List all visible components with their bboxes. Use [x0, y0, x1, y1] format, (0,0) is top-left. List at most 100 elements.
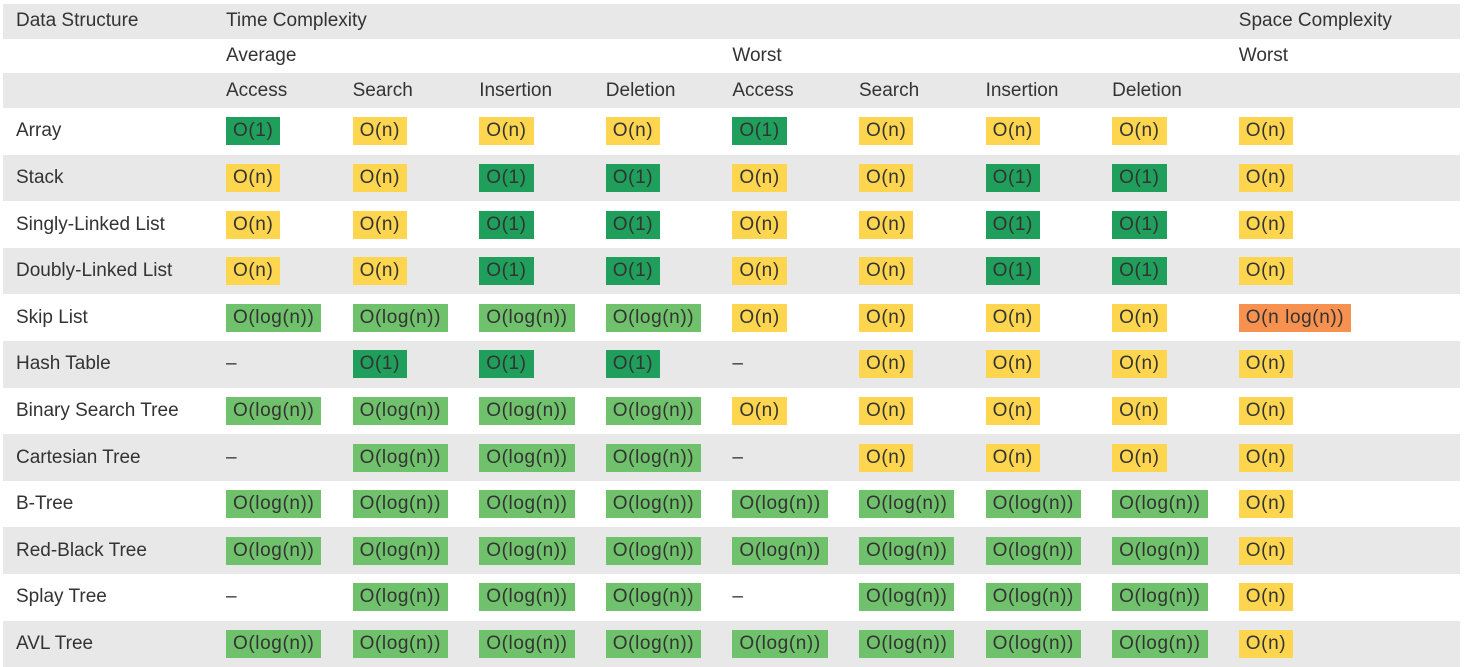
complexity-badge: O(1) [226, 117, 281, 146]
row-label: Array [16, 120, 62, 142]
header-cell: Access [226, 79, 288, 101]
complexity-badge: O(1) [985, 257, 1040, 286]
cell: O(n) [846, 294, 973, 341]
complexity-badge: O(log(n)) [226, 490, 322, 519]
cell: O(1) [466, 201, 593, 248]
complexity-badge: O(n) [1112, 350, 1167, 379]
complexity-badge: O(log(n)) [352, 443, 449, 472]
cell: O(log(n)) [340, 434, 467, 481]
complexity-badge: O(log(n)) [479, 536, 575, 565]
header-cell: Time Complexity [226, 10, 367, 32]
complexity-badge: O(log(n)) [605, 583, 702, 612]
complexity-badge: O(n) [352, 257, 407, 286]
cell: O(n) [340, 248, 467, 295]
header-cell: Worst [1238, 45, 1289, 67]
cell: O(n) [593, 108, 720, 155]
complexity-badge: O(log(n)) [479, 583, 575, 612]
cell: – [226, 353, 237, 375]
complexity-badge: O(1) [1112, 257, 1167, 286]
table-row: Red-Black Tree O(log(n)) O(log(n)) O(log(n)… [3, 527, 1460, 574]
cell: O(n) [973, 108, 1100, 155]
table-row: B-Tree O(log(n)) O(log(n)) O(log(n)) O(log(n… [3, 481, 1460, 528]
complexity-badge: O(log(n)) [985, 583, 1081, 612]
cell: O(1) [973, 248, 1100, 295]
cell: O(n) [1226, 341, 1460, 388]
complexity-badge: O(1) [479, 210, 534, 239]
cell: O(log(n)) [719, 621, 846, 667]
complexity-badge: O(1) [479, 163, 534, 192]
complexity-badge: O(log(n)) [605, 443, 702, 472]
cell: O(log(n)) [593, 434, 720, 481]
complexity-badge: O(n) [1238, 443, 1294, 472]
complexity-badge: O(log(n)) [479, 396, 575, 425]
row-label: Stack [16, 166, 64, 188]
complexity-badge: O(log(n)) [226, 303, 322, 332]
complexity-badge: O(1) [352, 350, 407, 379]
complexity-badge: O(n) [985, 443, 1040, 472]
cell: O(1) [719, 108, 846, 155]
complexity-badge: O(1) [605, 257, 661, 286]
complexity-badge: O(n) [732, 163, 787, 192]
complexity-badge: O(log(n)) [1112, 490, 1208, 519]
cell: – [732, 353, 743, 375]
cell: O(n) [719, 248, 846, 295]
cell: O(1) [1099, 201, 1226, 248]
cell: O(1) [213, 108, 340, 155]
cell: – [732, 586, 743, 608]
header-cell: Search [352, 79, 413, 101]
cell: O(n) [846, 155, 973, 202]
cell: O(log(n)) [466, 294, 593, 341]
complexity-badge: O(n) [985, 303, 1040, 332]
cell: O(n) [973, 388, 1100, 435]
cell: O(n) [1226, 434, 1460, 481]
complexity-badge: O(1) [985, 163, 1040, 192]
complexity-badge: O(n) [858, 117, 914, 146]
complexity-badge: O(log(n)) [352, 396, 449, 425]
complexity-table: Data Structure Time Complexity Space Com… [3, 4, 1460, 667]
complexity-badge: O(n) [858, 257, 914, 286]
cell: O(n) [1099, 434, 1226, 481]
cell: O(n) [340, 155, 467, 202]
table-row: Skip List O(log(n)) O(log(n)) O(log(n)) O(lo… [3, 294, 1460, 341]
cell: – [732, 446, 743, 468]
cell: O(log(n)) [1099, 621, 1226, 667]
complexity-badge: O(1) [985, 210, 1040, 239]
complexity-badge: O(n) [858, 163, 914, 192]
complexity-badge: O(n) [732, 396, 787, 425]
cell: O(log(n)) [466, 574, 593, 621]
complexity-badge: O(n) [732, 303, 787, 332]
complexity-badge: O(n) [1112, 117, 1167, 146]
row-label: B-Tree [16, 493, 74, 515]
header-row: Data Structure Time Complexity Space Com… [3, 4, 1460, 39]
cell: O(1) [973, 155, 1100, 202]
cell: O(1) [593, 201, 720, 248]
cell: O(log(n)) [213, 481, 340, 528]
cell: O(n) [1226, 527, 1460, 574]
cell: O(n) [466, 108, 593, 155]
cell: O(n) [213, 155, 340, 202]
complexity-badge: O(1) [732, 117, 787, 146]
cell: O(log(n)) [846, 527, 973, 574]
cell: O(1) [593, 155, 720, 202]
cell: O(log(n)) [846, 481, 973, 528]
table-row: Array O(1) O(n) O(n) O(n) O(1) O(n) O(n) O(n) O(n… [3, 108, 1460, 155]
header-cell: Insertion [479, 79, 553, 101]
row-label: Skip List [16, 306, 88, 328]
complexity-badge: O(n) [352, 163, 407, 192]
row-label: Red-Black Tree [16, 539, 147, 561]
cell: O(log(n)) [846, 574, 973, 621]
row-label: AVL Tree [16, 632, 94, 654]
cell: O(log(n)) [213, 527, 340, 574]
row-label: Binary Search Tree [16, 399, 179, 421]
complexity-badge: O(log(n)) [352, 490, 449, 519]
cell: O(log(n)) [973, 481, 1100, 528]
complexity-badge: O(1) [479, 257, 534, 286]
complexity-badge: O(log(n)) [732, 490, 828, 519]
complexity-badge: O(n) [226, 257, 281, 286]
complexity-badge: O(n) [985, 117, 1040, 146]
complexity-badge: O(n) [858, 443, 914, 472]
cell: O(n) [1226, 248, 1460, 295]
complexity-badge: O(n) [1112, 303, 1167, 332]
complexity-badge: O(log(n)) [226, 536, 322, 565]
cell: O(1) [593, 248, 720, 295]
